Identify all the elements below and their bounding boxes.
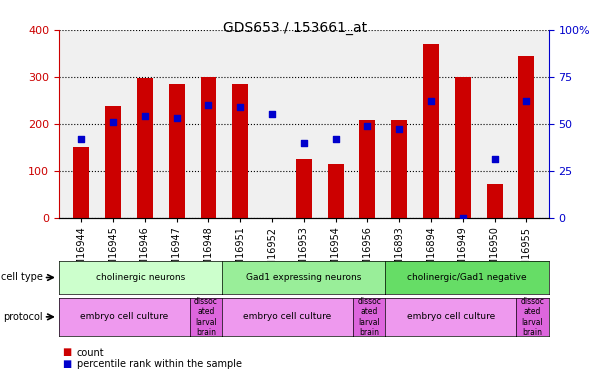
Point: [77, 136, 86, 142]
Text: embryo cell culture: embryo cell culture: [244, 312, 332, 321]
Text: ■: ■: [62, 348, 71, 357]
Bar: [487, 184, 503, 218]
Bar: [137, 78, 153, 218]
Text: Gad1 expressing neurons: Gad1 expressing neurons: [246, 273, 362, 282]
Bar: [73, 147, 89, 218]
Point: [395, 126, 404, 132]
Text: protocol: protocol: [3, 312, 42, 322]
Point: [458, 214, 467, 220]
Point: [267, 111, 277, 117]
Bar: [391, 120, 407, 218]
Point: [522, 98, 531, 104]
Text: dissoc
ated
larval
brain: dissoc ated larval brain: [520, 297, 545, 337]
Point: [109, 119, 118, 125]
Bar: [105, 106, 121, 218]
Text: embryo cell culture: embryo cell culture: [80, 312, 168, 321]
Point: [204, 102, 213, 108]
Bar: [296, 159, 312, 218]
Text: cholinergic/Gad1 negative: cholinergic/Gad1 negative: [407, 273, 527, 282]
Text: cell type: cell type: [1, 273, 42, 282]
Bar: [169, 84, 185, 218]
Text: dissoc
ated
larval
brain: dissoc ated larval brain: [357, 297, 381, 337]
Bar: [455, 77, 471, 218]
Bar: [423, 44, 439, 218]
Text: ■: ■: [62, 359, 71, 369]
Text: dissoc
ated
larval
brain: dissoc ated larval brain: [194, 297, 218, 337]
Bar: [359, 120, 375, 218]
Text: embryo cell culture: embryo cell culture: [407, 312, 495, 321]
Text: GDS653 / 153661_at: GDS653 / 153661_at: [223, 21, 367, 34]
Bar: [519, 56, 535, 217]
Point: [363, 123, 372, 129]
Text: percentile rank within the sample: percentile rank within the sample: [77, 359, 242, 369]
Bar: [232, 84, 248, 218]
Point: [427, 98, 436, 104]
Text: cholinergic neurons: cholinergic neurons: [96, 273, 185, 282]
Point: [490, 156, 499, 162]
Bar: [201, 77, 217, 218]
Point: [235, 104, 245, 110]
Point: [172, 115, 181, 121]
Point: [140, 113, 150, 119]
Point: [299, 140, 309, 146]
Point: [331, 136, 340, 142]
Bar: [327, 164, 343, 218]
Text: count: count: [77, 348, 104, 357]
